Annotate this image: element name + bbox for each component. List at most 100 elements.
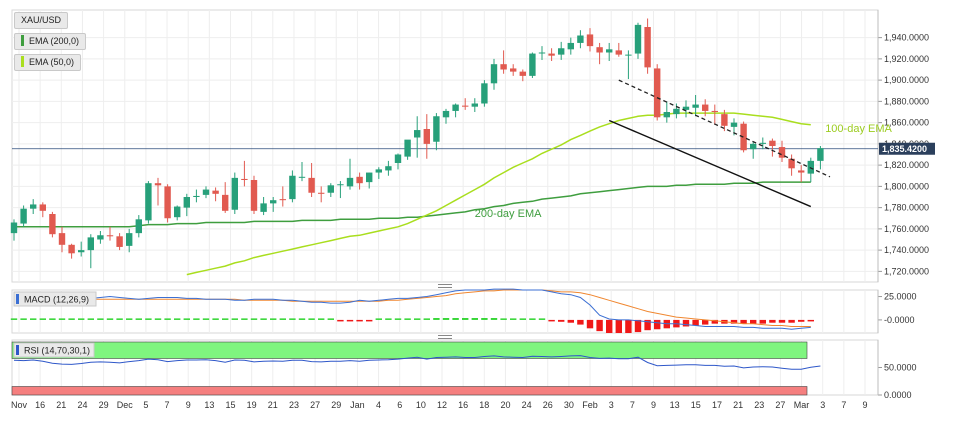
candle-body xyxy=(318,192,325,194)
x-tick-label: 15 xyxy=(225,400,235,410)
candle-body xyxy=(394,154,402,163)
rsi-tick-label: 50.0000 xyxy=(884,363,917,373)
candle-body xyxy=(423,129,430,144)
candle xyxy=(404,139,411,160)
candle xyxy=(68,243,75,259)
candle-body xyxy=(270,200,277,204)
candle-body xyxy=(58,233,66,245)
legend-symbol-label: XAU/USD xyxy=(21,15,62,25)
candle-body xyxy=(586,34,594,47)
macd-hist-bar xyxy=(222,318,229,320)
macd-hist-bar xyxy=(750,319,757,324)
candle-body xyxy=(798,170,805,173)
candles xyxy=(10,18,824,269)
ema-50-line xyxy=(186,112,811,276)
macd-hist-bar xyxy=(289,318,296,320)
candle-body xyxy=(634,24,642,54)
macd-legend[interactable]: MACD (12,26,9) xyxy=(13,291,97,307)
macd-hist-bar xyxy=(702,319,709,325)
candle-body xyxy=(308,177,315,193)
candle-body xyxy=(126,233,133,246)
ema-annotation: 100-day EMA xyxy=(825,123,892,135)
macd-hist-bar xyxy=(10,318,18,320)
macd-hist-bar xyxy=(433,318,440,320)
macd-hist-bar xyxy=(442,318,450,320)
candle-body xyxy=(289,175,296,200)
macd-panel xyxy=(11,289,879,334)
macd-hist-bar xyxy=(404,318,411,320)
candle xyxy=(202,186,210,199)
candle xyxy=(375,167,382,179)
x-tick-label: 3 xyxy=(609,400,614,410)
rsi-legend[interactable]: RSI (14,70,30,1) xyxy=(13,342,95,358)
candle-body xyxy=(663,112,670,118)
macd-hist-bar xyxy=(711,319,718,324)
macd-hist-bar xyxy=(644,319,651,331)
x-tick-label: 4 xyxy=(376,400,381,410)
price-panel xyxy=(11,9,879,283)
candle xyxy=(663,101,670,123)
candle-body xyxy=(721,114,728,126)
macd-hist-bar xyxy=(577,319,584,325)
macd-hist-bar xyxy=(250,318,258,320)
x-tick-label: 3 xyxy=(820,400,825,410)
macd-hist-bar xyxy=(798,319,805,322)
macd-hist-bar xyxy=(231,318,238,320)
rsi-splitter[interactable] xyxy=(438,335,452,339)
candle-body xyxy=(279,199,286,201)
legend-symbol[interactable]: XAU/USD xyxy=(14,12,69,29)
ema-200-line xyxy=(14,181,811,228)
candle-body xyxy=(212,190,219,194)
candle xyxy=(702,99,709,117)
macd-hist-bar xyxy=(212,318,219,320)
macd-hist-bar xyxy=(567,319,574,323)
candle-body xyxy=(404,139,411,157)
macd-hist-bar xyxy=(68,318,75,320)
macd-hist-bar xyxy=(414,318,421,320)
macd-hist-bar xyxy=(116,318,123,320)
candle xyxy=(500,50,507,74)
legend-ema50[interactable]: EMA (50,0) xyxy=(14,54,82,71)
x-tick-label: 18 xyxy=(479,400,489,410)
x-tick-label: 6 xyxy=(397,400,402,410)
candle xyxy=(529,52,536,78)
x-tick-label: 29 xyxy=(331,400,341,410)
candle-body xyxy=(778,147,786,158)
candle-body xyxy=(702,104,709,111)
candle xyxy=(807,157,814,183)
macd-hist-bar xyxy=(462,318,469,320)
macd-hist-bar xyxy=(490,318,498,320)
macd-hist-bar xyxy=(298,318,306,320)
y-tick-label: 1,900.0000 xyxy=(884,75,929,85)
x-tick-label: 12 xyxy=(437,400,447,410)
candle-body xyxy=(471,103,478,107)
x-tick-label: 9 xyxy=(862,400,867,410)
candle xyxy=(490,58,498,90)
macd-splitter[interactable] xyxy=(438,284,452,288)
macd-hist-bar xyxy=(202,318,210,320)
legend-ema200[interactable]: EMA (200,0) xyxy=(14,33,87,50)
candle xyxy=(721,109,728,132)
candle xyxy=(58,226,66,253)
candle xyxy=(222,182,229,213)
macd-hist-bar xyxy=(730,319,738,324)
macd-hist-bar xyxy=(97,318,104,320)
candle xyxy=(538,46,546,60)
macd-hist-bar xyxy=(606,319,613,333)
rsi-legend-label: RSI (14,70,30,1) xyxy=(24,346,90,356)
candle-body xyxy=(452,104,459,111)
candle xyxy=(788,154,795,176)
candle-body xyxy=(327,185,334,193)
candle-body xyxy=(145,183,152,221)
candle xyxy=(759,137,766,150)
macd-hist-bar xyxy=(135,318,142,320)
candle xyxy=(692,95,699,117)
macd-hist-bar xyxy=(788,319,795,323)
candle-body xyxy=(193,195,200,197)
candle-body xyxy=(462,105,469,107)
y-tick-label: 1,760.0000 xyxy=(884,224,929,234)
candle-body xyxy=(750,143,757,150)
ema50-swatch xyxy=(21,56,24,67)
macd-hist-bar xyxy=(308,318,315,320)
candle-body xyxy=(673,108,680,115)
